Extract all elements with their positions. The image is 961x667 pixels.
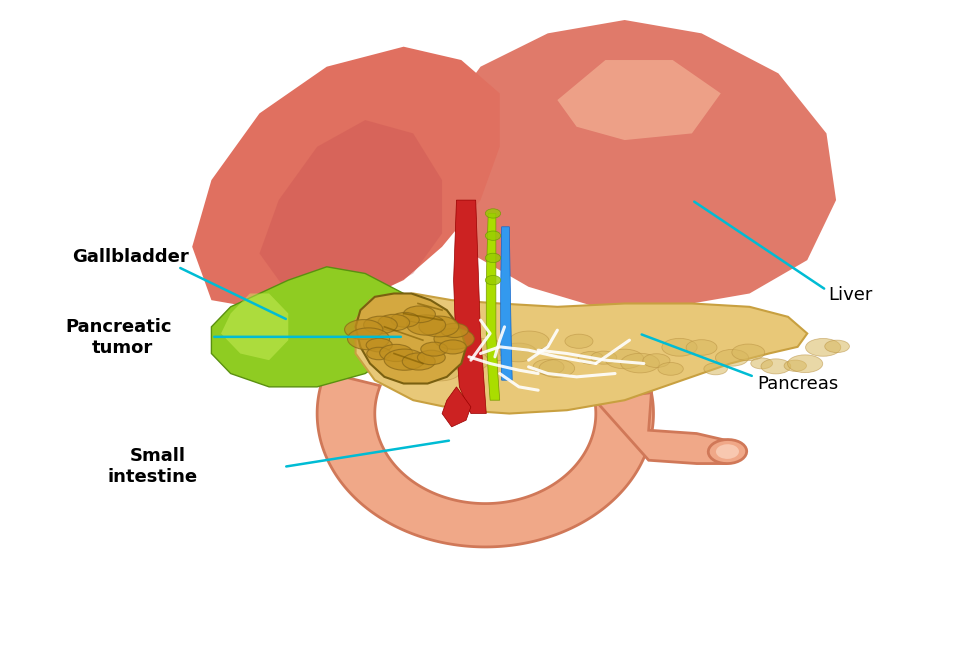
Ellipse shape: [380, 344, 412, 362]
Ellipse shape: [708, 440, 747, 464]
Ellipse shape: [485, 209, 501, 218]
Ellipse shape: [391, 312, 419, 327]
Ellipse shape: [348, 328, 389, 350]
Polygon shape: [557, 60, 721, 140]
Ellipse shape: [444, 342, 468, 354]
Polygon shape: [454, 200, 486, 414]
Ellipse shape: [658, 362, 683, 376]
Ellipse shape: [407, 315, 446, 335]
Ellipse shape: [378, 314, 409, 331]
Text: Pancreatic: Pancreatic: [65, 318, 172, 336]
Ellipse shape: [751, 358, 773, 369]
Ellipse shape: [533, 360, 564, 375]
Polygon shape: [259, 120, 442, 300]
Ellipse shape: [419, 316, 458, 337]
Text: Liver: Liver: [828, 287, 873, 304]
Ellipse shape: [406, 349, 445, 369]
Text: tumor: tumor: [91, 340, 153, 357]
Ellipse shape: [539, 360, 575, 378]
Polygon shape: [423, 20, 836, 307]
Ellipse shape: [643, 354, 670, 368]
Ellipse shape: [434, 328, 475, 350]
Ellipse shape: [471, 338, 501, 354]
Ellipse shape: [784, 360, 806, 372]
Polygon shape: [356, 293, 807, 414]
Ellipse shape: [448, 351, 489, 372]
Ellipse shape: [485, 231, 501, 240]
Ellipse shape: [715, 350, 749, 366]
Polygon shape: [486, 213, 500, 400]
Ellipse shape: [345, 319, 382, 340]
Ellipse shape: [825, 340, 850, 353]
Ellipse shape: [716, 444, 739, 459]
Ellipse shape: [565, 334, 593, 348]
Text: Small: Small: [130, 447, 185, 464]
Ellipse shape: [403, 353, 435, 370]
Ellipse shape: [805, 338, 841, 356]
Polygon shape: [356, 293, 466, 384]
Ellipse shape: [421, 342, 448, 356]
Ellipse shape: [686, 340, 717, 356]
Ellipse shape: [485, 275, 501, 285]
Ellipse shape: [621, 354, 659, 373]
Polygon shape: [192, 47, 500, 313]
Ellipse shape: [441, 323, 468, 338]
Ellipse shape: [605, 349, 644, 369]
Ellipse shape: [404, 306, 435, 323]
Ellipse shape: [662, 338, 697, 356]
Polygon shape: [317, 372, 653, 547]
Ellipse shape: [761, 359, 791, 374]
Ellipse shape: [509, 331, 549, 352]
Ellipse shape: [500, 343, 537, 362]
Ellipse shape: [363, 316, 397, 334]
Ellipse shape: [703, 363, 727, 375]
Ellipse shape: [486, 350, 508, 361]
Polygon shape: [442, 387, 471, 427]
Ellipse shape: [417, 350, 445, 365]
Ellipse shape: [788, 355, 823, 373]
Polygon shape: [211, 267, 413, 387]
Text: Pancreas: Pancreas: [757, 375, 839, 392]
Ellipse shape: [591, 351, 617, 364]
Polygon shape: [221, 293, 288, 360]
Ellipse shape: [367, 348, 391, 360]
Ellipse shape: [579, 352, 604, 364]
Text: Gallbladder: Gallbladder: [72, 248, 188, 265]
Ellipse shape: [485, 253, 501, 263]
Polygon shape: [501, 227, 512, 380]
Ellipse shape: [384, 349, 425, 370]
Ellipse shape: [366, 338, 392, 352]
Ellipse shape: [419, 360, 461, 381]
Ellipse shape: [732, 344, 765, 361]
Text: intestine: intestine: [108, 468, 198, 486]
Polygon shape: [595, 393, 726, 464]
Ellipse shape: [439, 340, 466, 354]
